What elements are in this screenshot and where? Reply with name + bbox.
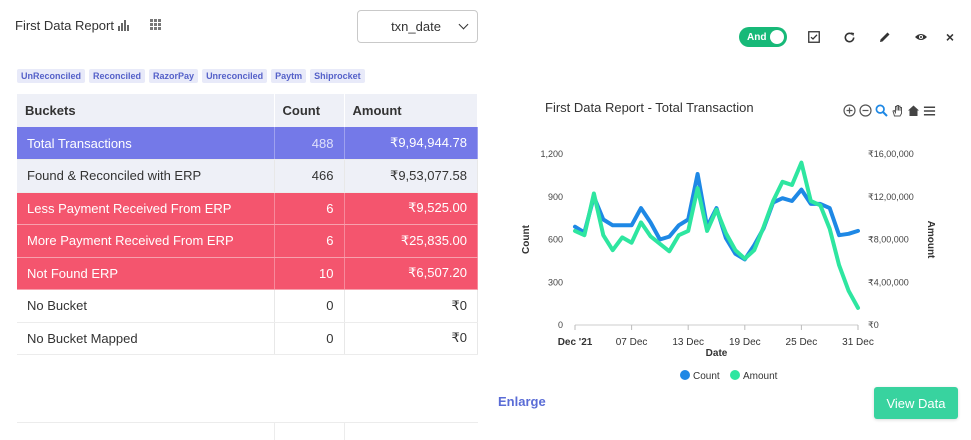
bucket-cell: No Bucket [17, 289, 275, 323]
toggle-label: And [747, 31, 767, 43]
chart-toolbar [843, 104, 936, 117]
table-row[interactable]: Found & Reconciled with ERP 466 ₹9,53,077.… [17, 159, 478, 193]
y-tick-label: 600 [548, 235, 563, 245]
y2-tick-label: ₹16,00,000 [868, 149, 914, 159]
menu-icon[interactable] [923, 104, 936, 117]
filter-tag[interactable]: Paytm [271, 69, 307, 83]
table-header-row: Buckets Count Amount [17, 94, 478, 127]
bucket-cell: No Bucket Mapped [17, 322, 275, 355]
report-title: First Data Report [15, 18, 114, 33]
amount-cell: ₹6,507.20 [344, 257, 478, 290]
legend-label-count: Count [693, 371, 720, 382]
date-field-value: txn_date [391, 19, 441, 34]
x-axis-title: Date [706, 348, 728, 359]
table-grid-icon[interactable] [150, 19, 161, 30]
zoom-in-icon[interactable] [843, 104, 856, 117]
amount-cell: ₹0 [344, 322, 478, 355]
view-data-button[interactable]: View Data [874, 387, 958, 419]
x-tick-label: 13 Dec [672, 337, 704, 348]
filter-tag[interactable]: Shiprocket [310, 69, 365, 83]
report-title-row: First Data Report [15, 18, 129, 33]
count-cell: 0 [274, 322, 345, 355]
and-toggle[interactable]: And [739, 27, 787, 47]
table-row[interactable]: More Payment Received From ERP 6 ₹25,835.0… [17, 224, 478, 258]
magnify-icon[interactable] [875, 104, 888, 117]
filter-tag[interactable]: UnReconciled [17, 69, 86, 83]
amount-cell: ₹9,94,944.78 [344, 127, 478, 160]
table-row[interactable]: Not Found ERP 10 ₹6,507.20 [17, 257, 478, 290]
buckets-table: Buckets Count Amount Total Transactions 4… [17, 94, 478, 355]
legend-label-amount: Amount [743, 371, 778, 382]
amount-cell: ₹0 [344, 289, 478, 323]
table-row[interactable]: Less Payment Received From ERP 6 ₹9,525.00 [17, 192, 478, 225]
x-tick-label: 19 Dec [729, 337, 761, 348]
y-axis-title: Count [521, 224, 532, 254]
filter-tags: UnReconciled Reconciled RazorPay Unreconcil… [17, 69, 365, 83]
legend-marker-count [680, 370, 690, 380]
count-cell: 466 [274, 159, 345, 193]
header-amount[interactable]: Amount [344, 94, 478, 127]
x-tick-label: 25 Dec [786, 337, 818, 348]
amount-cell: ₹9,525.00 [344, 192, 478, 225]
zoom-out-icon[interactable] [859, 104, 872, 117]
table-row[interactable]: No Bucket 0 ₹0 [17, 289, 478, 323]
header-buckets[interactable]: Buckets [17, 94, 275, 127]
legend-marker-amount [730, 370, 740, 380]
bucket-cell: More Payment Received From ERP [17, 224, 275, 258]
filter-tag[interactable]: Reconciled [89, 69, 146, 83]
x-tick-label: Dec '21 [558, 337, 593, 348]
chart-title: First Data Report - Total Transaction [545, 100, 754, 115]
table-row [17, 422, 478, 440]
refresh-icon[interactable] [841, 29, 857, 45]
bucket-cell: Not Found ERP [17, 257, 275, 290]
count-cell: 6 [274, 192, 345, 225]
amount-cell: ₹25,835.00 [344, 224, 478, 258]
amount-cell: ₹9,53,077.58 [344, 159, 478, 193]
header-count[interactable]: Count [274, 94, 345, 127]
pan-hand-icon[interactable] [891, 104, 904, 117]
table-row[interactable]: Total Transactions 488 ₹9,94,944.78 [17, 127, 478, 160]
count-cell: 488 [274, 127, 345, 160]
home-icon[interactable] [907, 104, 920, 117]
close-icon[interactable]: × [945, 29, 955, 45]
bucket-cell: Found & Reconciled with ERP [17, 159, 275, 193]
series-line-amount [573, 160, 860, 310]
y-tick-label: 1,200 [540, 149, 563, 159]
count-cell: 0 [274, 289, 345, 323]
count-cell: 6 [274, 224, 345, 258]
filter-tag[interactable]: Unreconciled [202, 69, 268, 83]
y2-tick-label: ₹8,00,000 [868, 235, 909, 245]
y2-tick-label: ₹4,00,000 [868, 277, 909, 287]
y-tick-label: 300 [548, 277, 563, 287]
y-tick-label: 0 [558, 320, 563, 330]
y2-tick-label: ₹12,00,000 [868, 192, 914, 202]
y-tick-label: 900 [548, 192, 563, 202]
x-tick-label: 31 Dec [842, 337, 874, 348]
count-cell: 10 [274, 257, 345, 290]
date-field-select[interactable]: txn_date [357, 10, 478, 43]
bucket-cell: Less Payment Received From ERP [17, 192, 275, 225]
checkbox-icon[interactable] [806, 29, 822, 45]
y2-tick-label: ₹0 [868, 320, 879, 330]
toggle-knob [770, 30, 784, 44]
eye-icon[interactable] [913, 29, 929, 45]
transaction-line-chart[interactable]: 0 300 600 900 1,200 ₹0 ₹4,00,000 ₹8,00,000 ₹12,0… [500, 120, 940, 390]
enlarge-link[interactable]: Enlarge [498, 394, 546, 409]
edit-icon[interactable] [877, 29, 893, 45]
bucket-cell: Total Transactions [17, 127, 275, 160]
table-row[interactable]: No Bucket Mapped 0 ₹0 [17, 322, 478, 355]
filter-tag[interactable]: RazorPay [149, 69, 199, 83]
x-tick-label: 07 Dec [616, 337, 648, 348]
bar-chart-icon[interactable] [117, 20, 129, 31]
y2-axis-title: Amount [925, 221, 936, 259]
chevron-down-icon [458, 19, 469, 30]
